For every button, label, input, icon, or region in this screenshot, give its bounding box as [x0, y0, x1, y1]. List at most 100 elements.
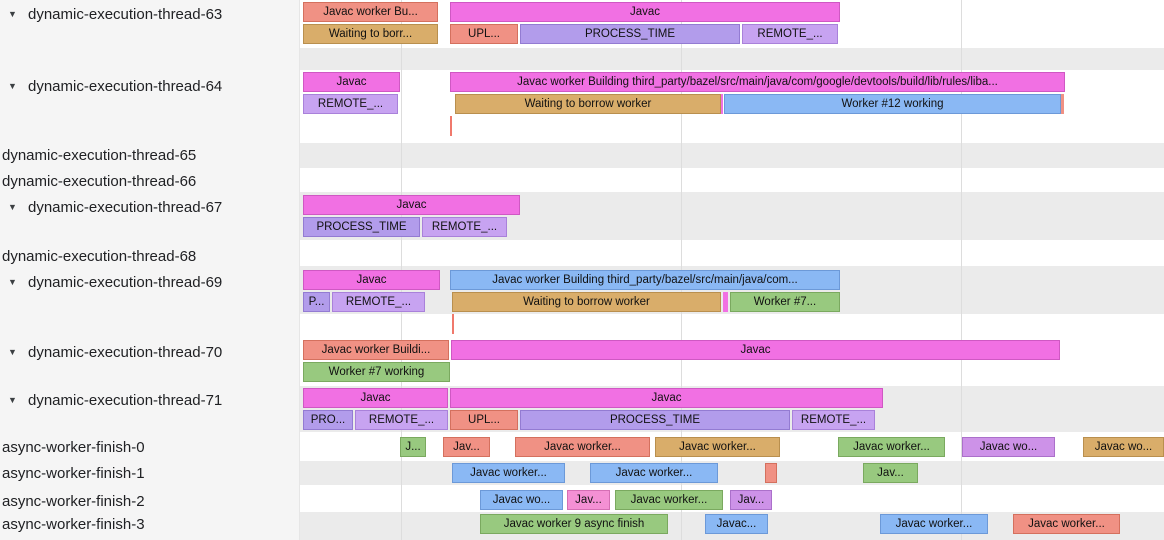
trace-event[interactable]: Waiting to borr... — [303, 24, 438, 44]
thread-row[interactable]: ▼ dynamic-execution-thread-64 — [0, 75, 300, 97]
thread-label: dynamic-execution-thread-66 — [2, 172, 197, 190]
trace-event[interactable]: REMOTE_... — [355, 410, 448, 430]
trace-event[interactable]: Worker #7 working — [303, 362, 450, 382]
trace-event-label: Javac worker Bu... — [323, 6, 418, 18]
collapse-arrow-icon[interactable]: ▼ — [8, 347, 17, 357]
thread-row[interactable]: dynamic-execution-thread-66 — [0, 170, 300, 192]
thread-label: dynamic-execution-thread-63 — [28, 5, 223, 23]
thread-label: dynamic-execution-thread-71 — [28, 391, 223, 409]
trace-event[interactable]: Javac worker... — [590, 463, 718, 483]
trace-event[interactable] — [1061, 94, 1064, 114]
trace-event-label: UPL... — [468, 28, 500, 40]
thread-row[interactable]: async-worker-finish-3 — [0, 513, 300, 535]
trace-event[interactable]: Waiting to borrow worker — [452, 292, 721, 312]
trace-event[interactable]: REMOTE_... — [303, 94, 398, 114]
trace-event[interactable]: Javac worker Building third_party/bazel/… — [450, 270, 840, 290]
trace-event[interactable]: Javac worker... — [838, 437, 945, 457]
timeline-canvas[interactable]: Javac worker Bu... Javac Waiting to borr..… — [300, 0, 1164, 540]
thread-label: async-worker-finish-2 — [2, 492, 145, 510]
trace-event[interactable]: REMOTE_... — [332, 292, 425, 312]
trace-event[interactable]: J... — [400, 437, 426, 457]
thread-row[interactable]: dynamic-execution-thread-65 — [0, 144, 300, 166]
thread-row[interactable]: async-worker-finish-1 — [0, 462, 300, 484]
trace-event[interactable]: Jav... — [567, 490, 610, 510]
trace-event[interactable]: Javac — [450, 2, 840, 22]
thread-row[interactable]: async-worker-finish-2 — [0, 490, 300, 512]
thread-row[interactable]: ▼ dynamic-execution-thread-71 — [0, 389, 300, 411]
trace-event[interactable]: Javac — [303, 72, 400, 92]
trace-event[interactable]: P... — [303, 292, 330, 312]
trace-event[interactable]: Javac worker... — [880, 514, 988, 534]
collapse-arrow-icon[interactable]: ▼ — [8, 9, 17, 19]
thread-label: dynamic-execution-thread-69 — [28, 273, 223, 291]
trace-event[interactable]: Javac worker 9 async finish — [480, 514, 668, 534]
trace-event[interactable]: Javac — [450, 388, 883, 408]
trace-event[interactable]: PROCESS_TIME — [520, 410, 790, 430]
trace-event[interactable]: Javac worker... — [615, 490, 723, 510]
trace-event[interactable]: Javac — [303, 195, 520, 215]
trace-event[interactable]: Javac worker... — [452, 463, 565, 483]
collapse-arrow-icon[interactable]: ▼ — [8, 81, 17, 91]
thread-label: dynamic-execution-thread-68 — [2, 247, 197, 265]
trace-event-label: Javac worker Buildi... — [321, 344, 431, 356]
trace-event-label: Javac worker... — [1028, 518, 1105, 530]
trace-event-label: Waiting to borrow worker — [523, 296, 650, 308]
thread-row[interactable]: ▼ dynamic-execution-thread-70 — [0, 341, 300, 363]
track-band — [300, 143, 1164, 168]
collapse-arrow-icon[interactable]: ▼ — [8, 202, 17, 212]
thread-row[interactable]: ▼ dynamic-execution-thread-69 — [0, 271, 300, 293]
trace-event[interactable]: PROCESS_TIME — [303, 217, 420, 237]
trace-event[interactable] — [450, 116, 452, 136]
trace-event[interactable] — [765, 463, 777, 483]
trace-event[interactable]: Waiting to borrow worker — [455, 94, 721, 114]
trace-event-label: Javac wo... — [1094, 441, 1153, 453]
trace-event[interactable]: Worker #7... — [730, 292, 840, 312]
trace-event[interactable]: REMOTE_... — [742, 24, 838, 44]
trace-event-label: Javac — [356, 274, 387, 286]
trace-event[interactable]: Jav... — [863, 463, 918, 483]
trace-event[interactable]: Javac wo... — [1083, 437, 1164, 457]
trace-event[interactable]: Javac worker... — [515, 437, 650, 457]
trace-event-label: Waiting to borr... — [328, 28, 413, 40]
trace-event-label: REMOTE_... — [368, 414, 435, 426]
trace-event[interactable]: Jav... — [443, 437, 490, 457]
trace-event[interactable]: UPL... — [450, 24, 518, 44]
trace-event[interactable]: Javac — [303, 388, 448, 408]
thread-row[interactable]: dynamic-execution-thread-68 — [0, 245, 300, 267]
trace-event[interactable]: Javac... — [705, 514, 768, 534]
thread-row[interactable]: ▼ dynamic-execution-thread-63 — [0, 3, 300, 25]
trace-event[interactable]: PRO... — [303, 410, 353, 430]
thread-label: dynamic-execution-thread-64 — [28, 77, 223, 95]
trace-event-label: Worker #7 working — [328, 366, 425, 378]
collapse-arrow-icon[interactable]: ▼ — [8, 277, 17, 287]
trace-event-label: Javac... — [716, 518, 757, 530]
trace-event[interactable]: Jav... — [730, 490, 772, 510]
trace-event[interactable]: Javac wo... — [962, 437, 1055, 457]
trace-event[interactable]: Javac worker Buildi... — [303, 340, 449, 360]
trace-event-label: Jav... — [575, 494, 602, 506]
trace-event[interactable] — [721, 94, 723, 114]
track-band — [300, 461, 1164, 485]
trace-event-label: REMOTE_... — [317, 98, 384, 110]
thread-row[interactable]: ▼ dynamic-execution-thread-67 — [0, 196, 300, 218]
trace-event[interactable]: Worker #12 working — [724, 94, 1061, 114]
trace-event[interactable]: Javac worker Bu... — [303, 2, 438, 22]
trace-event[interactable]: Javac worker Building third_party/bazel/… — [450, 72, 1065, 92]
time-gridline — [961, 0, 962, 540]
collapse-arrow-icon[interactable]: ▼ — [8, 395, 17, 405]
trace-event-label: P... — [308, 296, 325, 308]
trace-event[interactable]: Javac wo... — [480, 490, 563, 510]
thread-row[interactable]: async-worker-finish-0 — [0, 436, 300, 458]
trace-event[interactable]: REMOTE_... — [792, 410, 875, 430]
trace-event[interactable]: PROCESS_TIME — [520, 24, 740, 44]
trace-event[interactable] — [723, 292, 728, 312]
trace-event[interactable]: Javac — [451, 340, 1060, 360]
trace-event[interactable]: Javac — [303, 270, 440, 290]
trace-event[interactable] — [452, 314, 454, 334]
trace-event[interactable]: Javac worker... — [655, 437, 780, 457]
trace-event[interactable]: Javac worker... — [1013, 514, 1120, 534]
trace-event[interactable]: UPL... — [450, 410, 518, 430]
trace-event-label: Javac worker... — [895, 518, 973, 530]
trace-event[interactable]: REMOTE_... — [422, 217, 507, 237]
